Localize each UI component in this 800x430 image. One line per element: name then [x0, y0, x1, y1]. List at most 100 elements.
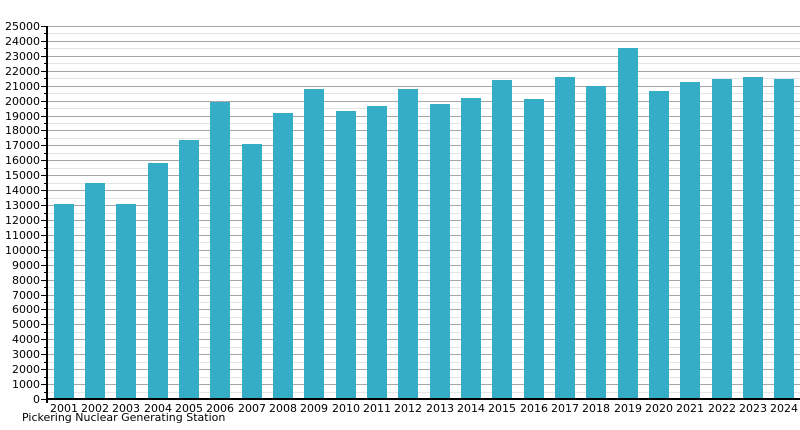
- x-axis-label: 2020: [645, 402, 673, 415]
- y-axis-label: 13000: [5, 199, 40, 212]
- minor-gridline: [47, 198, 800, 199]
- y-axis-tick: [41, 324, 47, 325]
- bar-2015: [492, 80, 512, 399]
- major-gridline: [47, 220, 800, 221]
- y-axis-tick: [41, 41, 47, 42]
- y-axis-label: 18000: [5, 124, 40, 137]
- x-axis-label: 2021: [676, 402, 704, 415]
- y-axis-minor-tick: [44, 302, 47, 303]
- bar-2024: [774, 79, 794, 399]
- major-gridline: [47, 265, 800, 266]
- bar-2006: [210, 102, 230, 399]
- x-axis-label: 2011: [363, 402, 391, 415]
- y-axis-minor-tick: [44, 227, 47, 228]
- minor-gridline: [47, 272, 800, 273]
- y-axis-minor-tick: [44, 108, 47, 109]
- y-axis-label: 23000: [5, 50, 40, 63]
- x-axis-label: 2014: [457, 402, 485, 415]
- y-axis-label: 17000: [5, 139, 40, 152]
- bar-2022: [712, 79, 732, 399]
- bar-2011: [367, 106, 387, 399]
- y-axis-label: 10000: [5, 244, 40, 257]
- y-axis-tick: [41, 26, 47, 27]
- y-axis-minor-tick: [44, 153, 47, 154]
- bar-2013: [430, 104, 450, 399]
- major-gridline: [47, 56, 800, 57]
- bar-2001: [54, 204, 74, 399]
- x-axis-line: [46, 398, 800, 400]
- minor-gridline: [47, 63, 800, 64]
- y-axis-label: 0: [33, 393, 40, 406]
- y-axis-minor-tick: [44, 317, 47, 318]
- bar-2004: [148, 163, 168, 399]
- y-axis-tick: [41, 339, 47, 340]
- y-axis-label: 24000: [5, 35, 40, 48]
- y-axis-minor-tick: [44, 287, 47, 288]
- major-gridline: [47, 235, 800, 236]
- y-axis-tick: [41, 116, 47, 117]
- major-gridline: [47, 71, 800, 72]
- minor-gridline: [47, 138, 800, 139]
- x-axis-label: 2019: [614, 402, 642, 415]
- y-axis-label: 9000: [12, 259, 40, 272]
- bar-2003: [116, 204, 136, 399]
- y-axis-minor-tick: [44, 242, 47, 243]
- major-gridline: [47, 369, 800, 370]
- x-axis-label: 2002: [81, 402, 109, 415]
- y-axis-minor-tick: [44, 347, 47, 348]
- x-axis-label: 2024: [770, 402, 798, 415]
- y-axis-tick: [41, 399, 47, 400]
- bar-2009: [304, 89, 324, 399]
- bar-2021: [680, 82, 700, 399]
- y-axis-minor-tick: [44, 332, 47, 333]
- minor-gridline: [47, 48, 800, 49]
- y-axis-label: 1000: [12, 378, 40, 391]
- y-axis-tick: [41, 101, 47, 102]
- y-axis-tick: [41, 280, 47, 281]
- bar-2014: [461, 98, 481, 399]
- y-axis-minor-tick: [44, 392, 47, 393]
- y-axis-label: 6000: [12, 303, 40, 316]
- y-axis-minor-tick: [44, 272, 47, 273]
- bar-2018: [586, 86, 606, 399]
- minor-gridline: [47, 317, 800, 318]
- y-axis-label: 22000: [5, 65, 40, 78]
- minor-gridline: [47, 123, 800, 124]
- minor-gridline: [47, 227, 800, 228]
- y-axis-label: 16000: [5, 154, 40, 167]
- y-axis-minor-tick: [44, 138, 47, 139]
- major-gridline: [47, 86, 800, 87]
- minor-gridline: [47, 242, 800, 243]
- y-axis-label: 19000: [5, 110, 40, 123]
- y-axis-minor-tick: [44, 93, 47, 94]
- y-axis-label: 14000: [5, 184, 40, 197]
- major-gridline: [47, 116, 800, 117]
- y-axis-minor-tick: [44, 48, 47, 49]
- y-axis-label: 12000: [5, 214, 40, 227]
- x-axis-label: 2022: [708, 402, 736, 415]
- minor-gridline: [47, 362, 800, 363]
- minor-gridline: [47, 78, 800, 79]
- y-axis-minor-tick: [44, 168, 47, 169]
- bar-2020: [649, 91, 669, 399]
- y-axis-minor-tick: [44, 257, 47, 258]
- x-axis-label: 2007: [238, 402, 266, 415]
- x-axis-label: 2005: [175, 402, 203, 415]
- y-axis-label: 4000: [12, 333, 40, 346]
- y-axis-tick: [41, 130, 47, 131]
- y-axis-label: 8000: [12, 274, 40, 287]
- y-axis-minor-tick: [44, 33, 47, 34]
- y-axis-minor-tick: [44, 362, 47, 363]
- y-axis-tick: [41, 354, 47, 355]
- minor-gridline: [47, 332, 800, 333]
- y-axis-minor-tick: [44, 123, 47, 124]
- y-axis-tick: [41, 265, 47, 266]
- major-gridline: [47, 250, 800, 251]
- major-gridline: [47, 130, 800, 131]
- x-axis-label: 2003: [112, 402, 140, 415]
- x-axis-label: 2023: [739, 402, 767, 415]
